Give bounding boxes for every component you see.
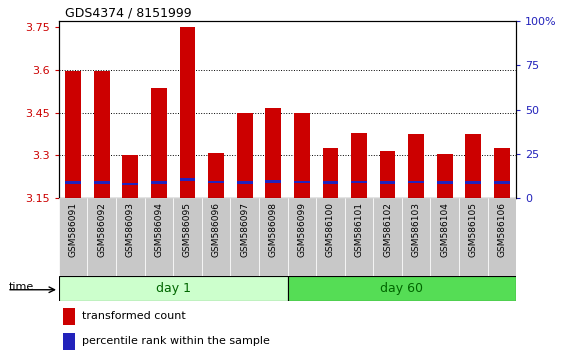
Text: GSM586094: GSM586094 [154, 202, 163, 257]
Bar [323, 181, 338, 184]
Text: GSM586096: GSM586096 [211, 202, 220, 257]
Bar [316, 198, 344, 276]
Bar [63, 308, 75, 325]
Bar [116, 198, 145, 276]
Bar [208, 181, 224, 183]
Text: time: time [9, 282, 34, 292]
Bar [151, 88, 167, 198]
Text: GSM586105: GSM586105 [469, 202, 478, 257]
Bar [408, 134, 424, 198]
Text: day 60: day 60 [380, 282, 424, 295]
Bar [237, 113, 252, 198]
Bar [59, 198, 88, 276]
Text: GSM586092: GSM586092 [97, 202, 106, 257]
Text: GSM586097: GSM586097 [240, 202, 249, 257]
Bar [288, 276, 516, 301]
Bar [494, 181, 510, 184]
Bar [288, 198, 316, 276]
Bar [351, 181, 367, 183]
Bar [94, 181, 109, 184]
Bar [494, 148, 510, 198]
Bar [344, 198, 373, 276]
Bar [488, 198, 516, 276]
Bar [466, 181, 481, 184]
Bar [466, 134, 481, 198]
Bar [437, 154, 453, 198]
Text: GSM586091: GSM586091 [68, 202, 77, 257]
Bar [94, 71, 109, 198]
Bar [65, 71, 81, 198]
Text: GDS4374 / 8151999: GDS4374 / 8151999 [65, 6, 191, 19]
Bar [265, 108, 281, 198]
Text: GSM586100: GSM586100 [326, 202, 335, 257]
Bar [173, 198, 202, 276]
Bar [231, 198, 259, 276]
Text: percentile rank within the sample: percentile rank within the sample [82, 336, 270, 346]
Bar [202, 198, 231, 276]
Bar [402, 198, 430, 276]
Text: GSM586098: GSM586098 [269, 202, 278, 257]
Text: GSM586104: GSM586104 [440, 202, 449, 257]
Text: GSM586095: GSM586095 [183, 202, 192, 257]
Text: GSM586101: GSM586101 [355, 202, 364, 257]
Bar [380, 181, 396, 184]
Bar [122, 155, 138, 198]
Text: day 1: day 1 [156, 282, 191, 295]
Bar [63, 333, 75, 350]
Bar [294, 181, 310, 183]
Bar [59, 276, 288, 301]
Bar [430, 198, 459, 276]
Bar [408, 181, 424, 183]
Text: GSM586099: GSM586099 [297, 202, 306, 257]
Text: GSM586103: GSM586103 [412, 202, 421, 257]
Bar [122, 183, 138, 185]
Bar [380, 151, 396, 198]
Bar [208, 153, 224, 198]
Bar [151, 181, 167, 184]
Bar [323, 148, 338, 198]
Bar [237, 181, 252, 184]
Bar [265, 180, 281, 183]
Bar [351, 133, 367, 198]
Bar [180, 27, 195, 198]
Text: GSM586093: GSM586093 [126, 202, 135, 257]
Bar [180, 178, 195, 181]
Text: transformed count: transformed count [82, 311, 186, 321]
Text: GSM586106: GSM586106 [498, 202, 507, 257]
Bar [373, 198, 402, 276]
Bar [259, 198, 288, 276]
Bar [65, 181, 81, 184]
Bar [459, 198, 488, 276]
Bar [88, 198, 116, 276]
Bar [145, 198, 173, 276]
Bar [294, 113, 310, 198]
Text: GSM586102: GSM586102 [383, 202, 392, 257]
Bar [437, 181, 453, 184]
